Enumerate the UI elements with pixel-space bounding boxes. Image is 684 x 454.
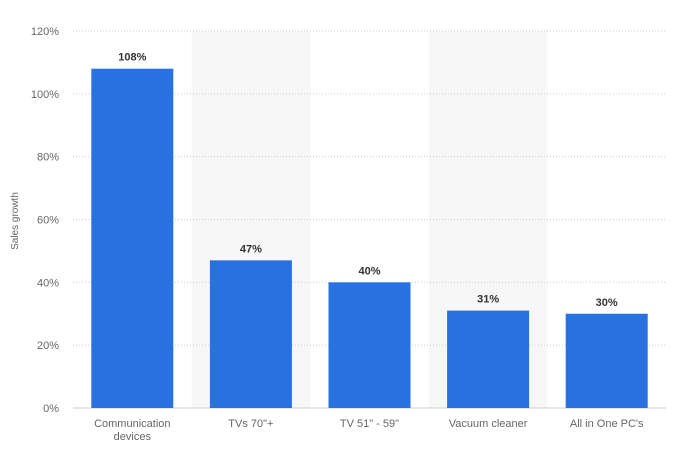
bar [447,310,530,408]
bar [209,260,292,408]
y-tick-label: 20% [37,340,59,352]
bar [565,313,648,408]
x-tick-label: TVs 70"+ [228,418,273,430]
y-tick-label: 60% [37,215,59,227]
data-label: 30% [596,297,618,309]
x-tick-label: Vacuum cleaner [449,418,528,430]
bar [91,68,174,408]
data-labels: 108% 47% 40% 31% 30% [118,52,618,309]
y-tick-label: 40% [37,277,59,289]
data-label: 40% [358,265,380,277]
x-axis-ticks: Communication devices TVs 70"+ TV 51" - 59"… [94,418,644,443]
x-tick-label: All in One PC's [570,418,644,430]
y-axis-title: Sales growth [10,192,21,250]
data-label: 108% [118,52,146,64]
y-axis-ticks: 0% 20% 40% 60% 80% 100% 120% [31,26,59,415]
data-label: 47% [240,243,262,255]
y-tick-label: 0% [43,403,59,415]
y-tick-label: 120% [31,26,59,38]
y-tick-label: 100% [31,89,59,101]
x-tick-label: TV 51" - 59" [340,418,399,430]
x-tick-label: Communication devices [94,418,170,443]
data-label: 31% [477,294,499,306]
bar [328,282,411,408]
y-tick-label: 80% [37,152,59,164]
bars [91,68,648,408]
